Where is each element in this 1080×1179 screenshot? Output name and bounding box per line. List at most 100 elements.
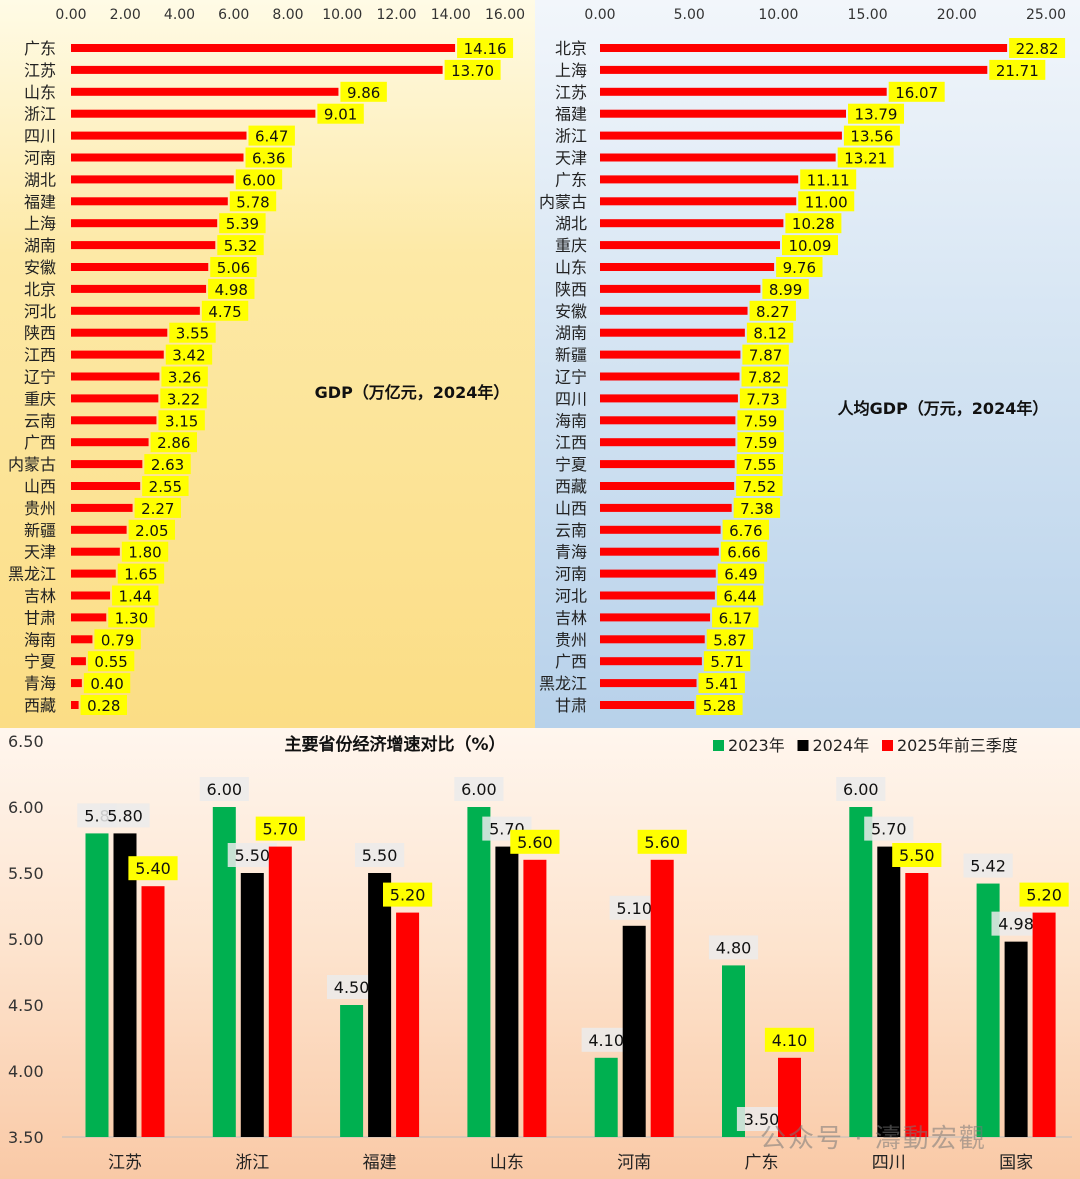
pc-data-label: 5.71 [710, 653, 743, 671]
legend-label: 2023年 [728, 736, 785, 755]
gdp-data-label: 5.06 [217, 259, 250, 277]
pc-data-label: 13.56 [850, 128, 893, 146]
pc-data-label: 10.09 [789, 237, 832, 255]
pc-bar [600, 591, 715, 600]
gdp-data-label: 13.70 [451, 62, 494, 80]
growth-data-label-box [736, 1107, 787, 1131]
pc-data-label-box [749, 300, 796, 321]
gdp-data-label-box [87, 651, 135, 672]
pc-data-label-box [733, 497, 781, 518]
gdp-bar [71, 525, 127, 534]
pc-data-label: 6.66 [727, 544, 760, 562]
gdp-bar [71, 219, 218, 228]
pc-data-label-box [782, 235, 839, 256]
gdp-category-label: 江西 [24, 346, 56, 365]
pc-data-label: 7.73 [746, 390, 779, 408]
growth-bar [722, 965, 745, 1137]
gdp-bar [71, 175, 234, 184]
pc-category-label: 内蒙古 [539, 192, 587, 211]
gdp-data-label: 5.32 [224, 237, 257, 255]
gdp-data-label: 6.47 [255, 128, 288, 146]
gdp-bar [71, 635, 93, 644]
pc-bar [600, 109, 847, 118]
gdp-data-label: 3.26 [168, 369, 201, 387]
pc-data-label: 13.21 [844, 150, 887, 168]
growth-data-label: 3.50 [744, 1110, 780, 1129]
growth-bar [467, 807, 491, 1137]
growth-data-label-box [100, 803, 150, 828]
gdp-category-label: 天津 [24, 543, 56, 562]
gdp-bar [71, 569, 116, 578]
growth-data-label: 5.60 [644, 833, 680, 852]
pc-bar [600, 569, 716, 578]
growth-panel: 6.50 6.00 5.50 5.00 4.50 4.00 3.50 主要省份经济增速对比（%… [0, 728, 1080, 1179]
legend-swatch [797, 740, 809, 751]
growth-bar [849, 807, 873, 1137]
pc-category-label: 四川 [555, 389, 587, 408]
gdp-data-label: 6.36 [252, 150, 285, 168]
pc-data-label: 7.87 [749, 347, 782, 365]
pc-data-label-box [1009, 38, 1066, 58]
gdp-category-label: 海南 [24, 630, 56, 649]
gdp-category-label: 吉林 [24, 587, 56, 606]
growth-data-label: 5.50 [362, 846, 398, 865]
pc-bar [600, 613, 711, 622]
pc-category-label: 辽宁 [555, 368, 587, 387]
growth-y-tick-label: 6.00 [8, 798, 44, 817]
gdp-data-label-box [317, 103, 364, 124]
gdp-bar [71, 482, 141, 490]
pc-bar [600, 284, 761, 293]
pc-data-label: 8.99 [769, 281, 802, 299]
pc-data-label: 7.82 [748, 369, 781, 387]
pc-bar [600, 525, 721, 534]
gdp-data-label-box [158, 410, 205, 431]
pc-category-label: 江西 [555, 433, 587, 452]
growth-data-label-box [963, 853, 1013, 878]
growth-data-label-box [199, 777, 249, 801]
growth-category-label: 江苏 [108, 1153, 142, 1173]
gdp-data-label: 9.86 [347, 84, 380, 102]
per-capita-gdp-panel: 0.00 5.00 10.00 15.00 20.00 25.00 北京 22.82 上海 21.… [535, 0, 1080, 728]
gdp-bar [71, 87, 339, 96]
pc-data-label-box [717, 563, 765, 584]
gdp-data-label-box [229, 191, 277, 212]
pc-data-label-box [696, 695, 743, 715]
gdp-data-label: 6.00 [242, 171, 275, 189]
growth-category-label: 四川 [872, 1153, 906, 1173]
growth-bar [495, 846, 519, 1137]
growth-data-label-box [991, 911, 1041, 936]
gdp-data-label-box [245, 147, 292, 168]
pc-data-label: 22.82 [1016, 40, 1059, 58]
pc-data-label: 5.87 [713, 631, 746, 649]
gdp-category-label: 湖南 [24, 236, 56, 255]
legend-label: 2025年前三季度 [897, 736, 1018, 755]
gdp-category-label: 山东 [24, 83, 56, 102]
gdp-data-label-box [108, 607, 155, 628]
gdp-data-label-box [94, 629, 141, 650]
pc-category-label: 浙江 [555, 127, 587, 146]
growth-data-label: 5.50 [899, 846, 935, 865]
growth-data-label: 4.98 [998, 915, 1034, 934]
pc-background [535, 0, 1080, 728]
pc-category-label: 天津 [555, 149, 587, 168]
gdp-category-label: 河北 [24, 302, 56, 321]
pc-bar [600, 131, 842, 140]
growth-data-label: 6.00 [843, 780, 879, 799]
growth-y-tick-label: 4.50 [8, 996, 44, 1015]
pc-bar [600, 482, 735, 490]
pc-category-label: 湖北 [555, 214, 587, 233]
pc-data-label: 6.76 [729, 522, 762, 540]
growth-data-label-box [708, 935, 759, 960]
pc-category-label: 新疆 [555, 346, 587, 365]
growth-data-label: 6.00 [461, 780, 497, 799]
gdp-bar [71, 306, 200, 315]
gdp-bar [71, 503, 133, 512]
pc-data-label-box [706, 629, 754, 650]
gdp-bar [71, 328, 168, 337]
gdp-category-label: 安徽 [24, 258, 56, 277]
pc-data-label: 8.12 [753, 325, 786, 343]
pc-x-tick-label: 5.00 [674, 7, 705, 23]
pc-category-label: 重庆 [555, 236, 587, 255]
growth-chart: 6.50 6.00 5.50 5.00 4.50 4.00 3.50 主要省份经济增速对比（%… [0, 728, 1080, 1179]
pc-category-label: 青海 [555, 543, 587, 562]
